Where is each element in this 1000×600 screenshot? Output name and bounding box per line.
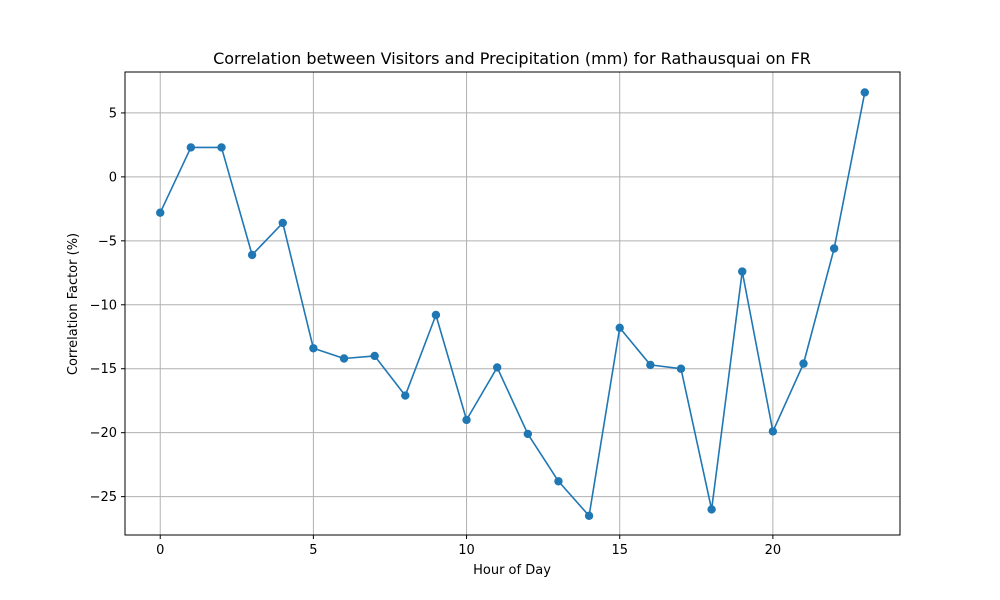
data-point (707, 505, 716, 514)
data-point (738, 267, 747, 276)
data-point (309, 344, 318, 353)
data-point (768, 427, 778, 436)
x-axis-label: Hour of Day (473, 563, 551, 578)
data-point (217, 143, 226, 152)
data-point (431, 310, 441, 320)
data-point (492, 363, 502, 372)
data-point (339, 354, 349, 363)
y-tick-label: −5 (98, 234, 117, 249)
data-point (829, 244, 839, 253)
data-point (278, 218, 287, 228)
data-series (156, 88, 869, 521)
data-point (615, 323, 624, 333)
data-point (401, 391, 410, 400)
axis-ticks: 0 5 10 15 20 5 0 −5 −10 −15 −20 −25 (90, 106, 782, 558)
y-axis-label: Correlation Factor (%) (66, 233, 81, 375)
y-tick-label: −15 (90, 362, 117, 377)
data-point (799, 359, 808, 368)
y-tick-label: 0 (109, 170, 117, 185)
data-point (584, 511, 594, 521)
data-point (186, 143, 196, 152)
data-point (462, 415, 471, 425)
x-tick-label: 5 (309, 543, 317, 558)
data-point (370, 351, 379, 361)
plot-frame (124, 71, 901, 536)
y-tick-label: −10 (90, 298, 117, 313)
data-point (247, 250, 257, 260)
data-point (523, 429, 533, 439)
data-point (860, 88, 869, 97)
chart-title: Correlation between Visitors and Precipi… (213, 49, 811, 68)
data-point (554, 477, 563, 486)
y-tick-label: −20 (90, 426, 117, 441)
data-point (156, 208, 165, 217)
data-point (646, 360, 655, 370)
x-tick-label: 20 (765, 543, 782, 558)
x-tick-label: 0 (156, 543, 164, 558)
y-tick-label: 5 (109, 106, 117, 121)
grid-lines (125, 72, 900, 535)
series-line (159, 92, 866, 517)
y-tick-label: −25 (90, 490, 117, 505)
x-tick-label: 10 (458, 543, 475, 558)
x-tick-label: 15 (611, 543, 628, 558)
data-point (676, 364, 686, 373)
